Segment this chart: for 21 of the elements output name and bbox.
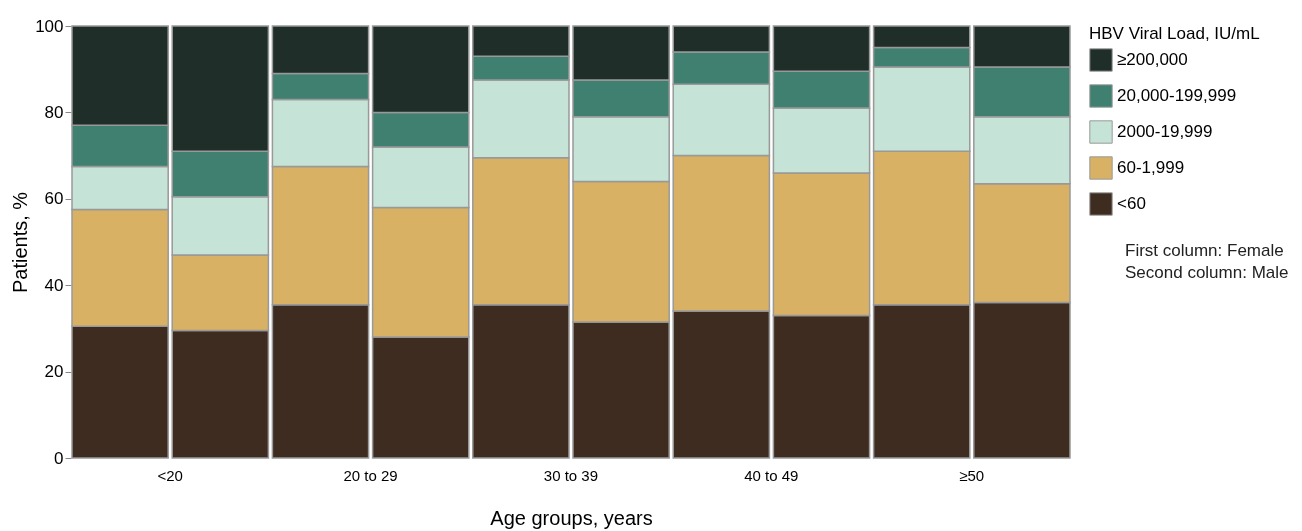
x-tick-label: ≥50 xyxy=(959,466,985,484)
text: Second column: Male xyxy=(1125,262,1289,284)
text: First column: Female xyxy=(1125,240,1285,262)
legend-label: ≥200,000 xyxy=(1117,50,1188,69)
x-tick-label: <20 xyxy=(157,466,183,484)
y-tick-label: 100 xyxy=(35,16,64,36)
legend-label: 2000-19,999 xyxy=(1117,122,1213,141)
y-tick-label: 40 xyxy=(44,275,64,295)
x-tick-label: 20 to 29 xyxy=(343,466,398,484)
y-tick-label: 60 xyxy=(44,189,64,209)
x-axis-title: Age groups, years xyxy=(490,506,653,529)
y-tick-label: 20 xyxy=(44,362,64,382)
x-tick-label: 30 to 39 xyxy=(543,466,599,484)
legend-title: HBV Viral Load, IU/mL xyxy=(1089,24,1260,43)
y-tick-label: 0 xyxy=(54,448,64,468)
legend-label: 20,000-199,999 xyxy=(1117,86,1237,105)
legend-label: 60-1,999 xyxy=(1117,158,1185,177)
x-tick-label: 40 to 49 xyxy=(744,466,799,484)
y-tick-label: 80 xyxy=(44,102,64,122)
legend-label: <60 xyxy=(1117,194,1146,213)
y-axis-title: Patients, % xyxy=(9,191,32,294)
